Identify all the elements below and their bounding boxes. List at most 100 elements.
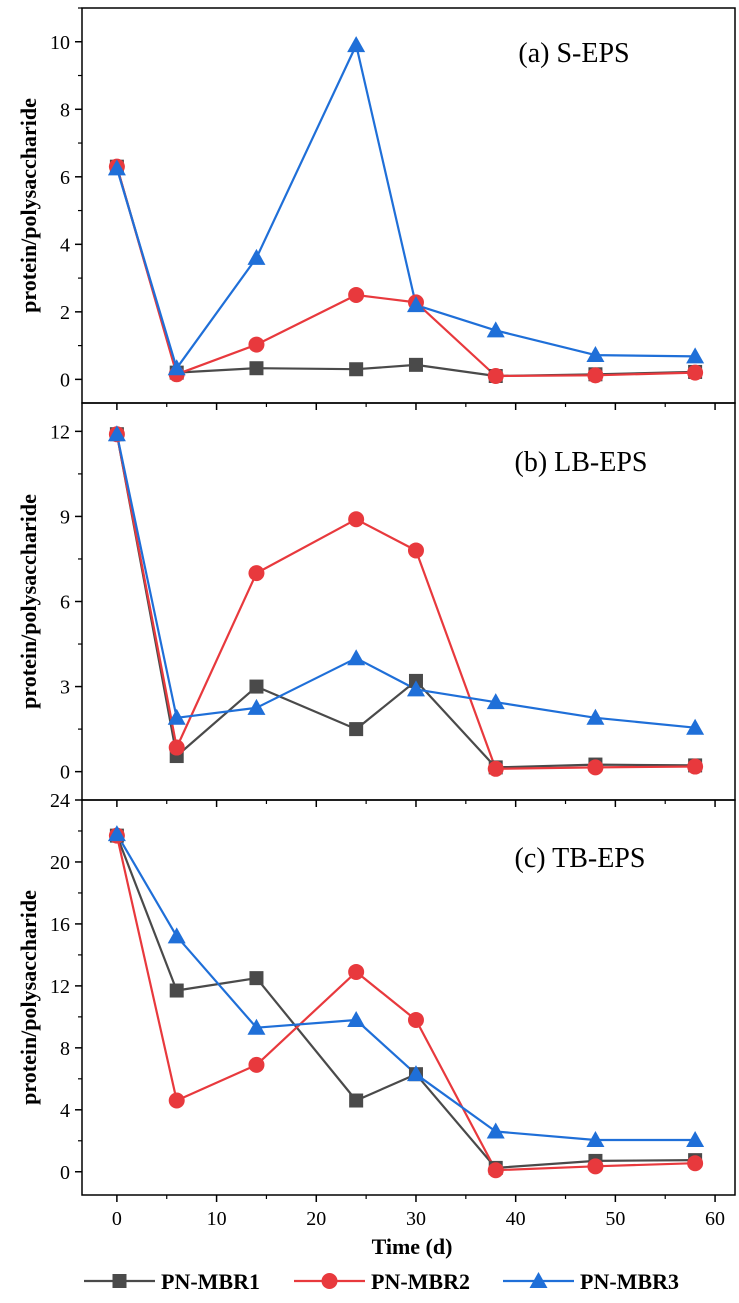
data-point-pn-mbr2 [487,760,504,777]
x-tick-label: 10 [207,1208,227,1230]
data-point-pn-mbr3 [406,296,425,313]
panel-2: 0 3 6 9 12 protein/polysaccharide (b) LB-EPS [16,402,736,807]
data-point-pn-mbr3 [406,1065,425,1082]
x-tick-label: 0 [112,1208,122,1230]
data-point-pn-mbr2 [248,336,265,353]
plot-frame [81,7,736,404]
data-point-pn-mbr3 [586,346,605,363]
x-tick-label: 50 [605,1208,625,1230]
data-point-pn-mbr3 [486,321,505,338]
series-line-pn-mbr2 [115,166,696,378]
panel-label: (a) S-EPS [518,38,629,69]
data-point-pn-mbr3 [247,1018,266,1035]
data-point-pn-mbr3 [107,425,126,442]
y-tick-label: 8 [60,1038,70,1060]
y-tick-label: 24 [50,790,70,812]
y-tick-label: 16 [50,914,70,936]
x-tick-label: 40 [506,1208,526,1230]
plot-frame [81,799,736,1196]
data-point-pn-mbr3 [247,698,266,715]
series-line-pn-mbr3 [115,833,696,1142]
y-tick-label: 20 [50,852,70,874]
series-line-pn-mbr2 [115,835,696,1172]
data-point-pn-mbr1 [169,983,184,998]
legend-marker [112,1274,127,1288]
data-point-pn-mbr1 [249,361,264,376]
y-tick-label: 4 [60,1100,70,1122]
data-point-pn-mbr3 [686,1131,705,1148]
series-line-pn-mbr1 [115,433,696,769]
data-point-pn-mbr1 [349,362,364,377]
data-point-pn-mbr1 [249,679,264,694]
series-line-pn-mbr1 [115,835,696,1170]
data-point-pn-mbr2 [487,367,504,384]
y-tick-label: 8 [60,99,70,121]
data-point-pn-mbr2 [687,1155,704,1172]
data-point-pn-mbr2 [687,758,704,775]
y-tick-label: 12 [50,421,70,443]
y-tick-label: 0 [60,1162,70,1184]
data-point-pn-mbr3 [586,1131,605,1148]
data-point-pn-mbr2 [407,542,424,559]
y-tick-label: 2 [60,302,70,324]
data-point-pn-mbr2 [687,364,704,381]
y-tick-label: 0 [60,369,70,391]
data-point-pn-mbr2 [587,367,604,384]
data-point-pn-mbr3 [107,825,126,842]
y-tick-label: 0 [60,762,70,784]
x-axis-title: Time (d) [372,1234,453,1259]
x-tick-label: 20 [306,1208,326,1230]
y-tick-label: 12 [50,976,70,998]
data-point-pn-mbr3 [686,347,705,364]
data-point-pn-mbr3 [586,708,605,725]
panel-label: (b) LB-EPS [515,447,648,478]
panel-3: 0 4 8 12 16 20 24 protein/polysaccharide (c) TB-… [16,790,736,1202]
data-point-pn-mbr3 [486,1122,505,1139]
panel-label: (c) TB-EPS [515,843,646,874]
data-point-pn-mbr3 [247,248,266,265]
data-point-pn-mbr1 [349,1093,364,1108]
legend-label: PN-MBR1 [161,1269,260,1294]
data-point-pn-mbr1 [408,357,423,372]
data-point-pn-mbr2 [348,511,365,528]
legend-marker [529,1272,548,1288]
data-point-pn-mbr2 [587,759,604,776]
data-point-pn-mbr2 [348,963,365,980]
legend: PN-MBR1 PN-MBR2 PN-MBR3 [84,1269,679,1294]
data-point-pn-mbr3 [167,708,186,725]
legend-marker [321,1273,338,1289]
legend-label: PN-MBR3 [580,1269,679,1294]
y-axis-title: protein/polysaccharide [16,890,41,1105]
series-line-pn-mbr1 [115,166,696,378]
y-tick-label: 10 [50,32,70,54]
data-point-pn-mbr3 [486,693,505,710]
data-point-pn-mbr3 [406,680,425,697]
data-point-pn-mbr2 [407,1011,424,1028]
data-point-pn-mbr2 [168,739,185,756]
data-point-pn-mbr3 [347,649,366,666]
y-axis-title: protein/polysaccharide [16,98,41,313]
series-line-pn-mbr3 [115,43,696,370]
data-point-pn-mbr2 [487,1162,504,1179]
data-point-pn-mbr3 [347,36,366,53]
data-point-pn-mbr3 [107,159,126,176]
data-point-pn-mbr3 [686,718,705,735]
y-tick-label: 6 [60,592,70,614]
y-tick-label: 3 [60,677,70,699]
data-point-pn-mbr3 [167,927,186,944]
data-point-pn-mbr2 [348,286,365,303]
data-point-pn-mbr2 [587,1158,604,1175]
x-tick-label: 30 [406,1208,426,1230]
data-point-pn-mbr1 [249,971,264,986]
panel-1: 0 2 4 6 8 10 protein/polysaccharide (a) S-EPS [16,7,736,410]
data-point-pn-mbr2 [248,1056,265,1073]
y-axis-title: protein/polysaccharide [16,494,41,709]
legend-label: PN-MBR2 [371,1269,470,1294]
series-line-pn-mbr2 [115,433,696,770]
data-point-pn-mbr3 [347,1010,366,1027]
y-tick-label: 4 [60,234,70,256]
data-point-pn-mbr2 [248,565,265,582]
y-tick-label: 6 [60,167,70,189]
